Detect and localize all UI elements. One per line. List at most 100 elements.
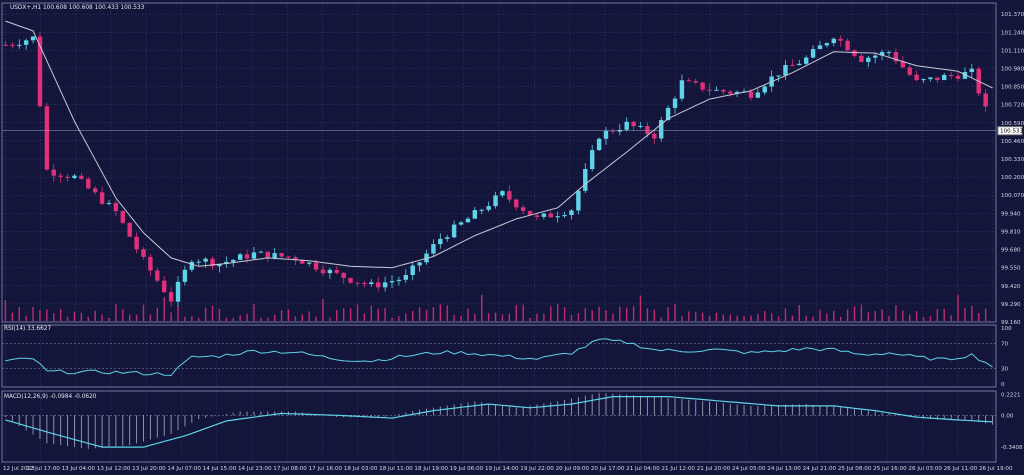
macd-title: MACD(12,26,9) -0.0984 -0.0620 <box>4 394 97 400</box>
time-tick-label: 19 Jul 22:00 <box>520 466 554 472</box>
candle-body <box>493 195 498 207</box>
candle-body <box>30 36 36 41</box>
price-tick-label: 99.810 <box>1001 229 1021 235</box>
candle-body <box>44 106 50 170</box>
candle-body <box>790 65 795 67</box>
price-tick-label: 100.070 <box>1001 193 1024 199</box>
price-pane[interactable]: USDX+,H1 100.608 100.608 100.433 100.533… <box>2 3 1024 326</box>
candle-body <box>417 262 422 266</box>
rsi-pane[interactable]: RSI(14) 33.6627 100 70 30 0 <box>2 325 1012 388</box>
candle-body <box>472 210 478 219</box>
price-pane-title: USDX+,H1 100.608 100.608 100.433 100.533 <box>10 5 145 11</box>
candle-body <box>900 61 906 68</box>
price-tick-label: 100.850 <box>1001 85 1024 91</box>
candle-body <box>306 262 312 264</box>
candle-body <box>969 68 975 73</box>
candle-body <box>217 263 222 267</box>
candle-body <box>679 80 685 99</box>
candle-body <box>320 269 326 274</box>
time-tick-label: 24 Jul 21:00 <box>803 466 837 472</box>
price-grid <box>2 3 996 323</box>
candle-body <box>382 282 388 288</box>
time-tick-label: 14 Jul 15:00 <box>203 466 237 472</box>
candle-body <box>182 269 188 282</box>
time-tick-label: 13 Jul 20:00 <box>132 466 166 472</box>
time-tick-label: 13 Jul 04:00 <box>62 466 96 472</box>
candle-body <box>555 216 560 218</box>
candle-body <box>231 259 236 262</box>
pane-frames <box>1 2 997 463</box>
candle-body <box>155 270 160 281</box>
candle-body <box>879 52 885 56</box>
candle-body <box>458 222 464 225</box>
candlesticks <box>3 32 988 308</box>
candle-body <box>58 175 63 177</box>
candle-body <box>935 77 940 81</box>
candle-body <box>327 269 333 274</box>
candle-body <box>672 98 678 108</box>
candle-body <box>99 192 105 204</box>
candle-body <box>907 67 912 75</box>
candle-body <box>86 178 91 189</box>
candle-body <box>527 210 533 216</box>
candle-body <box>286 256 291 258</box>
candle-body <box>65 176 70 178</box>
candle-body <box>762 86 767 93</box>
candle-body <box>244 254 250 259</box>
candle-body <box>362 282 367 285</box>
candle-body <box>168 292 174 302</box>
candle-body <box>983 93 988 107</box>
candle-body <box>72 175 77 178</box>
candle-body <box>583 169 588 191</box>
candle-body <box>162 280 167 293</box>
candle-body <box>92 188 98 193</box>
macd-pane[interactable]: MACD(12,26,9) -0.0984 -0.0620 0.2221 0.00… <box>2 391 1023 462</box>
candle-body <box>431 244 436 254</box>
candle-body <box>410 265 415 276</box>
candle-body <box>810 49 816 58</box>
candle-body <box>714 89 719 91</box>
price-tick-label: 100.330 <box>1001 157 1024 163</box>
candle-body <box>258 251 264 253</box>
price-tick-label: 100.200 <box>1001 175 1024 181</box>
price-tick-label: 100.460 <box>1001 139 1024 145</box>
time-tick-label: 24 Jul 05:00 <box>732 466 766 472</box>
candle-body <box>707 89 712 91</box>
price-tick-label: 99.940 <box>1001 211 1021 217</box>
candle-body <box>272 253 277 259</box>
pane-frame-main <box>1 2 997 323</box>
volume-bars <box>4 294 987 321</box>
time-tick-label: 17 Jul 08:00 <box>273 466 307 472</box>
rsi-axis-ticks: 100 70 30 0 <box>1001 326 1012 388</box>
rsi-tick-label: 70 <box>1001 342 1009 348</box>
candle-body <box>576 190 581 211</box>
candle-body <box>569 210 574 216</box>
candle-body <box>942 74 947 81</box>
candle-body <box>189 261 195 270</box>
rsi-tick-label: 100 <box>1001 326 1012 332</box>
candle-body <box>645 125 650 134</box>
candle-body <box>10 44 15 46</box>
candle-body <box>196 261 201 263</box>
time-tick-label: 20 Jul 09:00 <box>556 466 590 472</box>
rsi-title: RSI(14) 33.6627 <box>4 326 51 332</box>
time-tick-label: 14 Jul 07:00 <box>167 466 201 472</box>
time-tick-label: 18 Jul 03:00 <box>344 466 378 472</box>
candle-body <box>603 130 609 139</box>
candle-body <box>3 44 8 46</box>
time-tick-label: 24 Jul 13:00 <box>767 466 801 472</box>
current-price-box <box>997 126 1023 136</box>
candle-body <box>134 236 139 250</box>
candle-body <box>175 281 181 302</box>
candle-body <box>803 57 809 64</box>
candle-body <box>210 258 215 267</box>
candle-body <box>300 260 305 264</box>
candle-body <box>817 45 823 50</box>
candle-body <box>265 251 270 259</box>
candle-body <box>755 92 761 98</box>
candle-body <box>17 44 22 46</box>
candle-body <box>534 215 540 217</box>
macd-signal-line <box>5 396 993 448</box>
